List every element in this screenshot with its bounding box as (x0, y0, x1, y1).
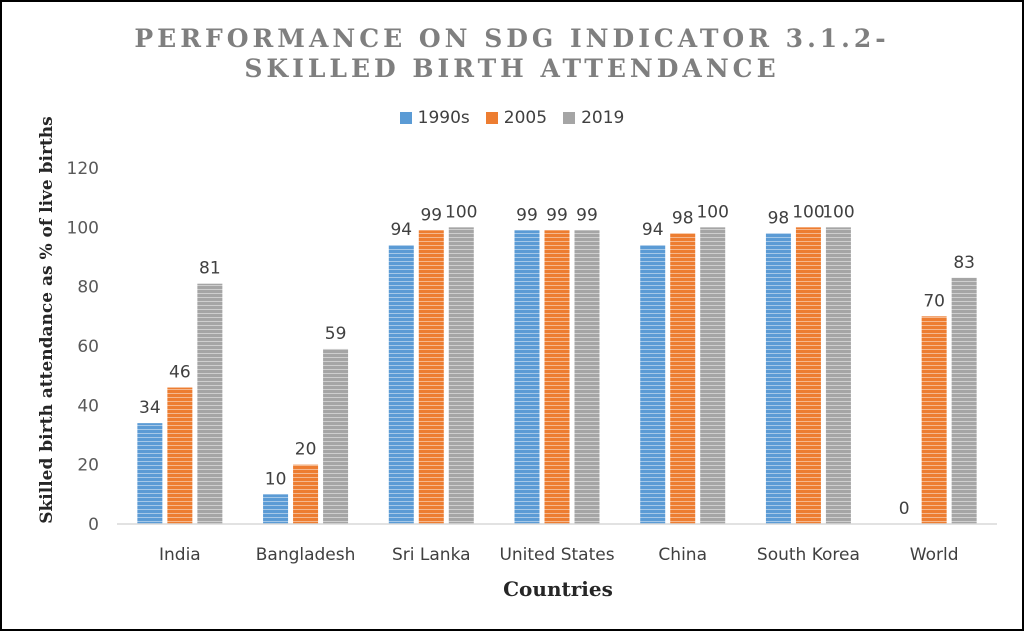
x-tick-label: Sri Lanka (392, 545, 471, 565)
bar-2005-sri-lanka (418, 230, 444, 525)
data-label: 94 (642, 220, 664, 240)
y-tick-label: 120 (67, 159, 99, 179)
x-tick-label: India (159, 545, 201, 565)
bar-2005-india (167, 387, 193, 524)
data-label: 83 (953, 253, 975, 273)
data-label: 70 (923, 291, 945, 311)
data-label: 0 (899, 499, 910, 519)
data-label: 34 (139, 398, 161, 418)
legend-item-1990s: 1990s (399, 108, 470, 128)
data-label: 99 (420, 205, 442, 225)
bar-2005-south-korea (795, 227, 821, 525)
bar-1990s-sri-lanka (388, 245, 414, 524)
bar-2019-bangladesh (323, 348, 349, 524)
x-axis-label: Countries (503, 577, 613, 601)
legend-swatch-2005 (485, 112, 498, 124)
bar-2019-india (197, 283, 223, 524)
data-label: 100 (822, 202, 854, 222)
data-label: 20 (295, 440, 317, 460)
bar-2019-china (700, 227, 726, 525)
y-tick-label: 20 (77, 456, 99, 476)
bar-2005-world (921, 316, 947, 524)
data-label: 81 (199, 259, 221, 279)
bar-1990s-south-korea (765, 233, 791, 524)
bar-2005-china (670, 233, 696, 524)
data-label: 100 (445, 202, 477, 222)
bar-2019-south-korea (825, 227, 851, 525)
legend-label-1990s: 1990s (417, 108, 470, 128)
bar-2019-sri-lanka (448, 227, 474, 525)
data-label: 99 (516, 205, 538, 225)
data-label: 98 (672, 208, 694, 228)
chart-title-line2: SKILLED BIRTH ATTENDANCE (244, 54, 780, 83)
legend-item-2005: 2005 (485, 108, 548, 128)
data-label: 59 (325, 324, 347, 344)
data-label: 98 (768, 208, 790, 228)
bar-2005-united-states (544, 230, 570, 525)
y-tick-label: 40 (77, 396, 99, 416)
legend-item-2019: 2019 (563, 108, 624, 128)
bar-2019-world (951, 277, 977, 524)
bar-1990s-bangladesh (263, 494, 289, 524)
y-tick-label: 60 (77, 337, 99, 357)
legend: 1990s 2005 2019 (2, 108, 1022, 128)
legend-label-2019: 2019 (581, 108, 625, 128)
bar-1990s-india (137, 423, 163, 524)
y-tick-label: 80 (77, 278, 99, 298)
data-label: 99 (576, 205, 598, 225)
legend-label-2005: 2005 (503, 108, 548, 128)
data-label: 46 (169, 363, 191, 383)
data-label: 10 (265, 469, 287, 489)
bar-2019-united-states (574, 230, 600, 525)
y-tick-label: 0 (88, 515, 99, 535)
x-tick-label: South Korea (757, 545, 860, 565)
legend-swatch-1990s (399, 112, 412, 124)
bar-1990s-china (640, 245, 666, 524)
legend-swatch-2019 (563, 112, 576, 124)
data-label: 100 (696, 202, 728, 222)
x-tick-label: United States (499, 545, 614, 565)
y-tick-label: 100 (67, 218, 99, 238)
x-tick-label: Bangladesh (256, 545, 356, 565)
y-axis-label: Skilled birth attendance as % of live bi… (37, 116, 57, 524)
data-label: 99 (546, 205, 568, 225)
bar-2005-bangladesh (293, 464, 319, 524)
chart-title-line1: PERFORMANCE ON SDG INDICATOR 3.1.2- (134, 24, 890, 53)
bars-group (137, 227, 977, 525)
data-label: 94 (390, 220, 412, 240)
x-tick-label: World (910, 545, 959, 565)
data-label: 100 (792, 202, 824, 222)
x-tick-label: China (658, 545, 707, 565)
bar-1990s-united-states (514, 230, 540, 525)
